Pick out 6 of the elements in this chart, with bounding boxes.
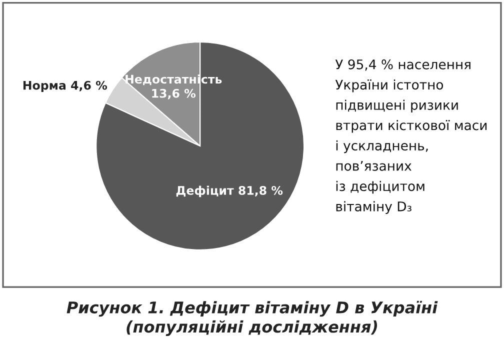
slice-label: Дефіцит 81,8 % <box>176 186 283 198</box>
pie-slice <box>96 41 305 251</box>
data-label: 13,6 % <box>152 88 196 100</box>
slice-label: Норма 4,6 % <box>23 80 108 92</box>
text: Рисунок 1. Дефіцит вітаміну D в Україні (популяційні дослідження) <box>66 300 438 336</box>
text: У 95,4 % населення України істотно підвищені ризики втрати кісткової маси і ускладнень, пов’язаних із дефіцитом вітаміну D₃ <box>335 59 487 214</box>
